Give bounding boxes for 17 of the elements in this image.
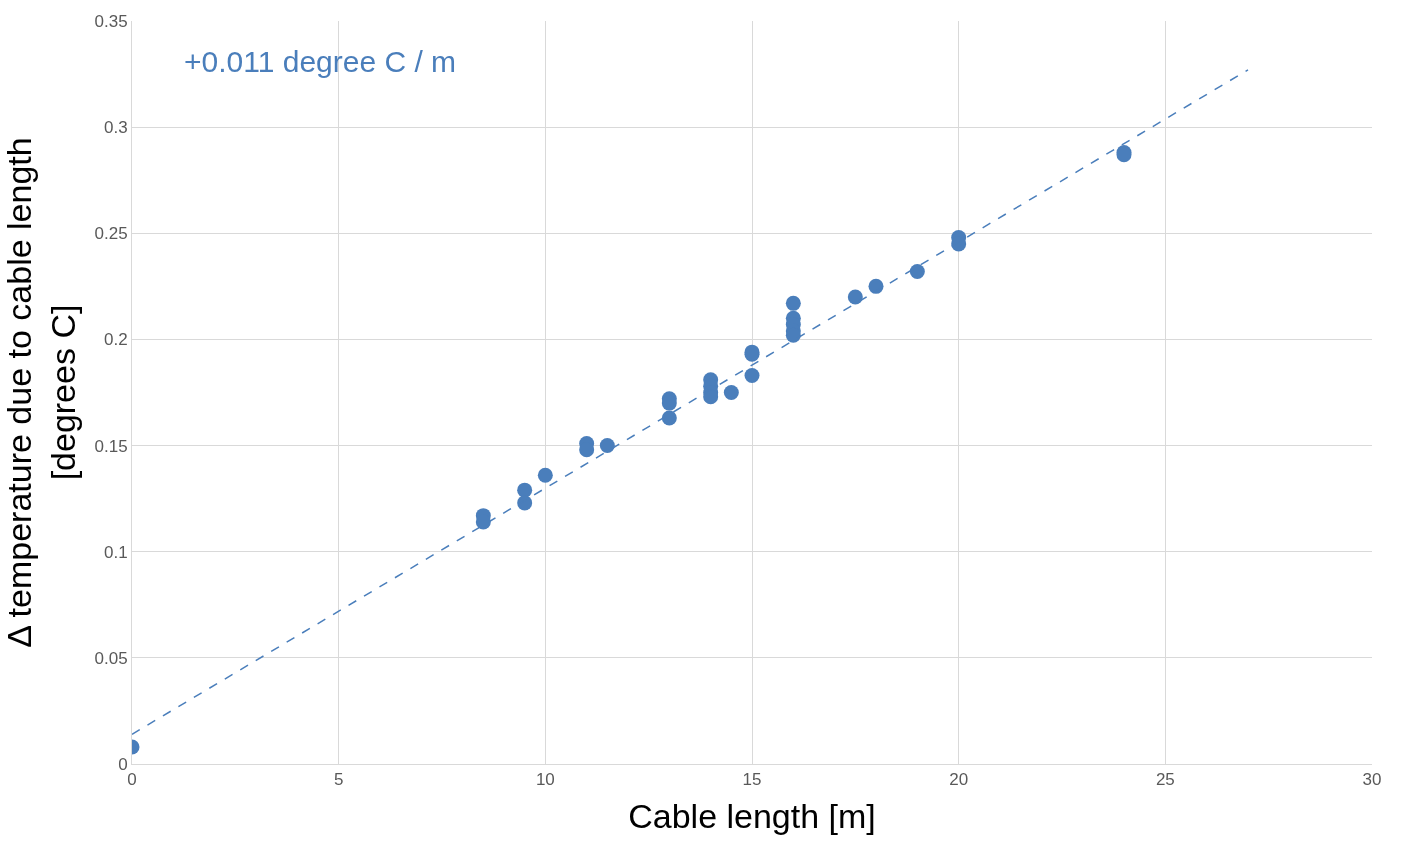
x-tick-label: 30 xyxy=(1362,770,1382,790)
y-tick-label: 0.35 xyxy=(94,11,128,31)
y-axis-title: Δ temperature due to cable length [degrees C] xyxy=(0,137,83,648)
annotation: +0.011 degree C / m xyxy=(184,45,457,78)
y-tick-label: 0.3 xyxy=(103,118,128,138)
y-tick-label: 0.2 xyxy=(103,330,128,350)
x-axis-title: Cable length [m] xyxy=(628,796,876,835)
y-tick-label: 0.1 xyxy=(103,542,128,562)
x-tick-label: 15 xyxy=(742,770,762,790)
y-tick-label: 0.15 xyxy=(94,436,128,456)
x-tick-label: 20 xyxy=(949,770,969,790)
x-tick-label: 5 xyxy=(333,770,344,790)
y-tick-label: 0 xyxy=(118,754,128,774)
y-tick-label: 0.25 xyxy=(94,224,128,244)
x-tick-label: 25 xyxy=(1155,770,1175,790)
x-tick-label: 10 xyxy=(535,770,555,790)
y-tick-label: 0.05 xyxy=(94,648,128,668)
